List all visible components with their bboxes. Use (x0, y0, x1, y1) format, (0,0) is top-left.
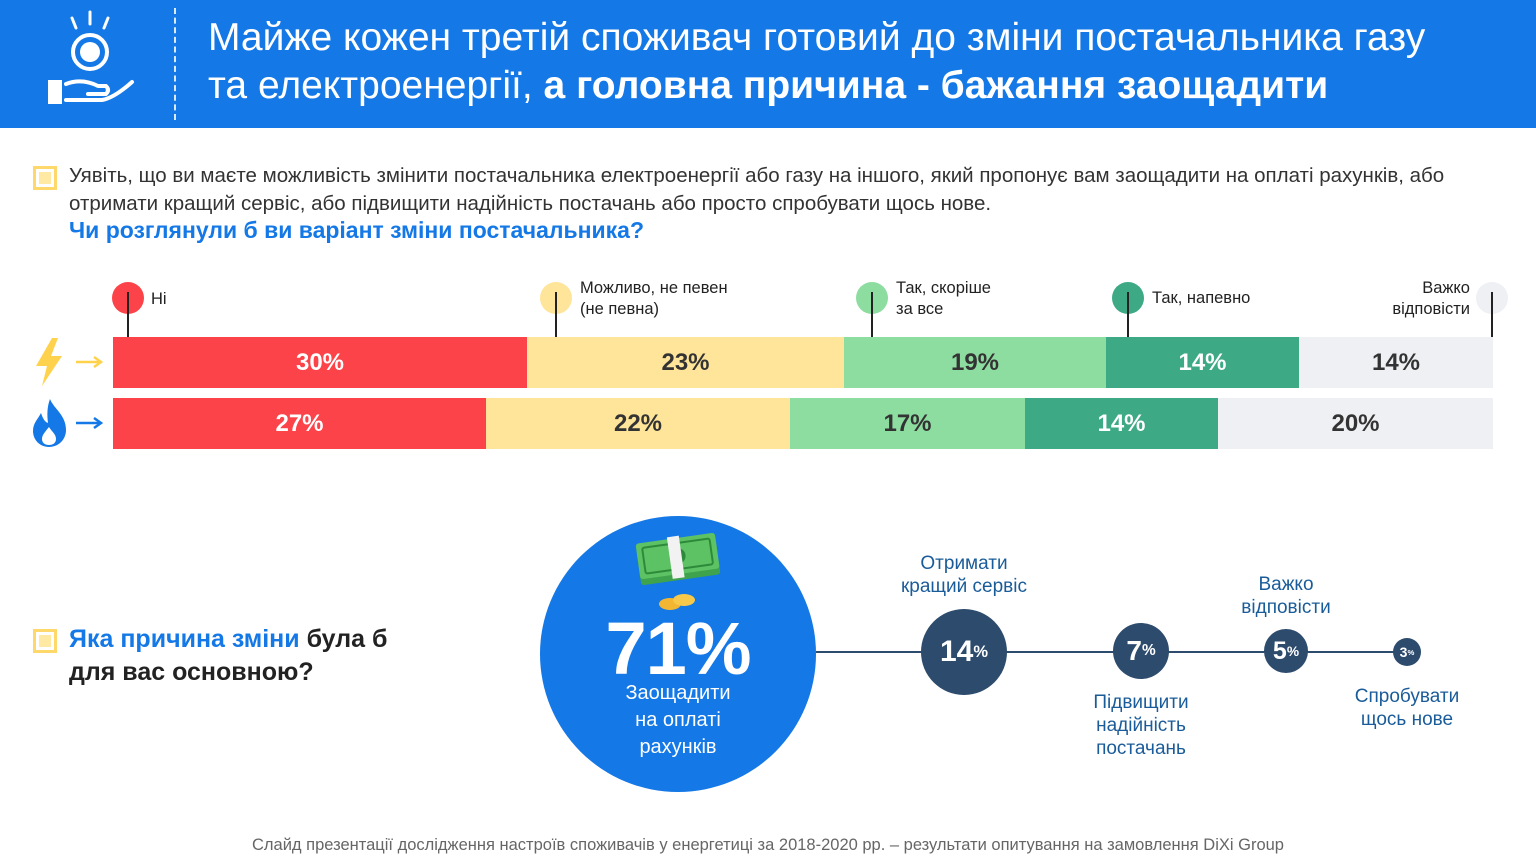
title-line-1: Майже кожен третій споживач готовий до з… (208, 16, 1426, 59)
reason-reliability-value: 7 (1126, 635, 1142, 666)
reason-try-new-line2: щось нове (1360, 709, 1454, 730)
bar-segment-definitely-yes: 14% (1025, 398, 1218, 449)
reason-label-try-new: Спробувати щось нове (1337, 685, 1477, 731)
legend-label-maybe-line1: Можливо, не певен (580, 279, 728, 297)
reason-reliability-unit: % (1141, 642, 1156, 659)
title-line-2-regular: та електроенергії, (208, 64, 533, 107)
main-reason-label-line2: на оплаті (635, 709, 721, 731)
main-reason-bubble: 71% Заощадити на оплаті рахунків (540, 516, 816, 792)
legend-label-hard-to-say-line1: Важко (1422, 279, 1470, 297)
legend-label-no-line1: Ні (151, 290, 167, 308)
reasons-connector-line (816, 651, 1408, 653)
question-2-line1: Яка причина зміни була б (69, 623, 387, 656)
reason-bubble-reliability: 7% (1113, 623, 1169, 679)
page-title: Майже кожен третій споживач готовий до з… (208, 14, 1518, 110)
legend-label-likely-yes-line2: за все (896, 300, 944, 318)
reason-bubble-hard-to-say: 5% (1264, 629, 1308, 673)
footer-source-note: Слайд презентації дослідження настроїв с… (252, 836, 1284, 854)
reason-bubble-service: 14% (921, 609, 1007, 695)
reason-label-hard-to-say: Важко відповісти (1216, 573, 1356, 619)
question-2-line2: для вас основною? (69, 658, 314, 686)
main-reason-label-line3: рахунків (639, 736, 717, 758)
header-banner: Майже кожен третій споживач готовий до з… (0, 0, 1536, 128)
question-1-title: Чи розглянули б ви варіант зміни постача… (69, 217, 645, 243)
reason-try-new-value: 3 (1399, 644, 1408, 660)
legend-label-maybe: Можливо, не певен (не певна) (580, 278, 728, 320)
flame-icon (33, 399, 104, 447)
bar-segment-hard-to-say: 14% (1299, 337, 1493, 388)
header-divider (174, 8, 176, 120)
legend-label-hard-to-say-line2: відповісти (1392, 300, 1470, 318)
reason-hard-to-say-unit: % (1286, 643, 1300, 659)
question-marker-icon (33, 629, 57, 653)
legend-pointer-likely-yes (871, 292, 873, 356)
hand-coin-icon (48, 10, 134, 104)
bar-segment-hard-to-say: 20% (1218, 398, 1493, 449)
reason-hard-to-say-line2: відповісти (1241, 597, 1331, 618)
legend-pointer-maybe (555, 292, 557, 356)
reason-hard-to-say-line1: Важко (1258, 574, 1314, 595)
reason-service-value: 14 (939, 635, 974, 668)
question-marker-icon (33, 166, 57, 190)
reason-label-service: Отримати кращий сервіс (874, 552, 1054, 598)
bar-segment-definitely-yes: 14% (1106, 337, 1299, 388)
main-reason-label: Заощадити на оплаті рахунків (578, 680, 778, 761)
question-2-rest1: була б (299, 625, 388, 653)
bar-segment-no: 27% (113, 398, 486, 449)
reason-reliability-line1: Підвищити (1093, 692, 1189, 713)
legend-label-no: Ні (151, 289, 167, 310)
legend-label-likely-yes: Так, скоріше за все (896, 278, 991, 320)
reason-service-unit: % (973, 642, 989, 661)
reason-label-reliability: Підвищити надійність постачань (1061, 691, 1221, 760)
reason-service-line2: кращий сервіс (900, 576, 1028, 597)
lightning-icon (36, 338, 104, 386)
main-reason-value: 71% (605, 607, 751, 690)
legend-label-likely-yes-line1: Так, скоріше (896, 279, 991, 297)
reason-bubble-try-new: 3% (1393, 638, 1421, 666)
bar-segment-no: 30% (113, 337, 527, 388)
question-intro-text: Уявіть, що ви маєте можливість змінити п… (69, 164, 1445, 215)
main-reason-label-line1: Заощадити (625, 682, 731, 704)
question-2-highlight: Яка причина зміни (69, 625, 300, 653)
legend-label-hard-to-say: Важко відповісти (1370, 278, 1470, 320)
title-line-2: та електроенергії, а головна причина - б… (208, 62, 1518, 110)
reason-reliability-line2: надійність (1096, 715, 1186, 736)
bar-segment-maybe: 23% (527, 337, 844, 388)
reason-try-new-line1: Спробувати (1354, 686, 1460, 707)
reason-hard-to-say-value: 5 (1272, 636, 1287, 665)
legend-pointer-hard-to-say (1491, 292, 1493, 356)
legend-label-definitely-yes: Так, напевно (1152, 288, 1250, 309)
bar-segment-likely-yes: 19% (844, 337, 1106, 388)
reason-try-new-unit: % (1407, 647, 1415, 657)
question-2-title: Яка причина зміни була б для вас основно… (69, 623, 387, 689)
reason-service-line1: Отримати (920, 553, 1008, 574)
money-stack-icon (635, 533, 721, 610)
bar-segment-maybe: 22% (486, 398, 790, 449)
legend-label-definitely-yes-line1: Так, напевно (1152, 289, 1251, 307)
bar-gas: 27% 22% 17% 14% 20% (113, 398, 1493, 449)
bar-segment-likely-yes: 17% (790, 398, 1025, 449)
legend-pointer-no (127, 292, 129, 338)
title-line-2-bold: а головна причина - бажання заощадити (543, 64, 1329, 107)
legend-pointer-definitely-yes (1127, 292, 1129, 356)
bar-electricity: 30% 23% 19% 14% 14% (113, 337, 1493, 388)
legend-label-maybe-line2: (не певна) (580, 300, 660, 318)
reason-reliability-line3: постачань (1096, 738, 1186, 759)
